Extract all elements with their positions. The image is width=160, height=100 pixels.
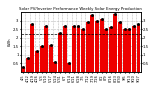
Title: Solar PV/Inverter Performance Weekly Solar Energy Production: Solar PV/Inverter Performance Weekly Sol… <box>19 7 142 11</box>
Bar <box>123 29 127 72</box>
Bar <box>127 29 131 72</box>
Bar <box>136 24 140 72</box>
Bar <box>49 45 53 72</box>
Bar <box>90 15 94 72</box>
Bar <box>109 27 113 72</box>
Bar <box>21 67 25 72</box>
Bar <box>35 51 39 72</box>
Bar <box>63 26 67 72</box>
Bar <box>40 46 44 72</box>
Bar <box>67 63 71 72</box>
Bar <box>76 26 80 72</box>
Bar <box>100 19 104 72</box>
Bar <box>72 26 76 72</box>
Bar <box>26 58 30 72</box>
Bar <box>132 26 136 72</box>
Bar <box>81 29 85 72</box>
Bar <box>95 21 99 72</box>
Bar <box>113 14 117 72</box>
Bar <box>86 22 90 72</box>
Bar <box>53 62 57 72</box>
Bar <box>30 24 34 72</box>
Bar <box>118 22 122 72</box>
Bar <box>58 33 62 72</box>
Y-axis label: kWh: kWh <box>7 38 11 46</box>
Bar <box>104 29 108 72</box>
Bar <box>44 26 48 72</box>
